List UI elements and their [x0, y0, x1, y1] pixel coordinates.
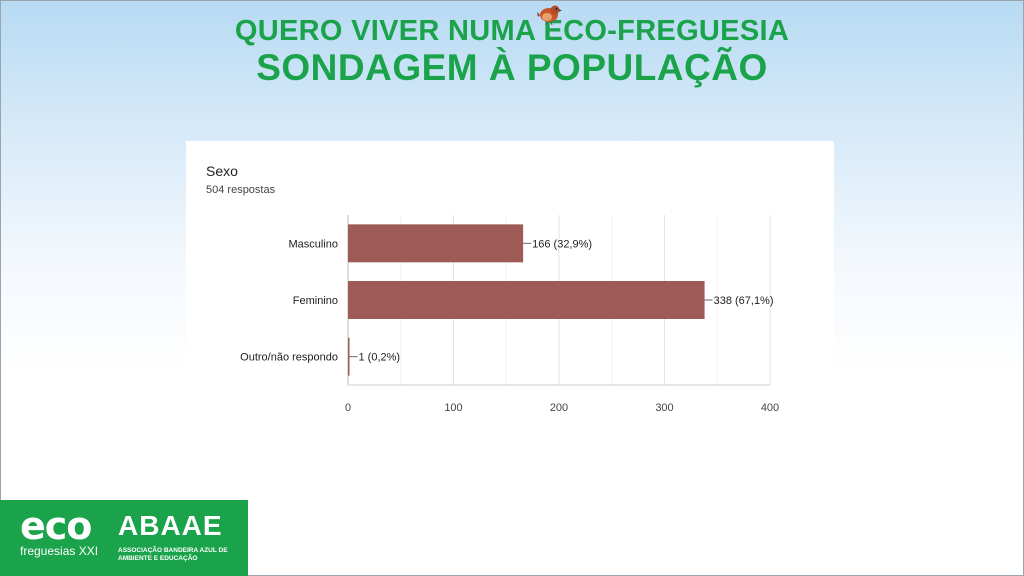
x-tick-label: 300: [655, 402, 673, 411]
abaae-logo-subtext: ASSOCIAÇÃO BANDEIRA AZUL DE AMBIENTE E E…: [118, 547, 228, 562]
x-tick-label: 0: [345, 402, 351, 411]
category-label: Outro/não respondo: [240, 352, 338, 364]
x-tick-label: 100: [444, 402, 462, 411]
slide-title: QUERO VIVER NUMA ECO-FREGUESIA: [234, 15, 790, 47]
eco-logo-text: eco: [20, 504, 92, 548]
chart-card: Sexo 504 respostas 0 100 200 300 400 Masculin…: [186, 141, 834, 411]
response-count: 504 respostas: [206, 184, 276, 196]
x-tick-label: 400: [761, 402, 779, 411]
abaae-logo-text: ABAAE: [118, 510, 223, 541]
x-tick-label: 200: [550, 402, 568, 411]
data-label: 338 (67,1%): [714, 295, 774, 307]
bar-chart: 0 100 200 300 400 Masculino 166 (32,9%) Feminin…: [240, 215, 779, 411]
slide-header: QUERO VIVER NUMA ECO-FREGUESIA SONDAGEM …: [0, 14, 1024, 88]
data-label: 1 (0,2%): [359, 352, 401, 364]
bird-icon: [537, 5, 562, 25]
slide-subtitle: SONDAGEM À POPULAÇÃO: [256, 47, 768, 88]
bar: [348, 224, 524, 263]
logo-footer: eco freguesias XXI ABAAE ASSOCIAÇÃO BAND…: [0, 500, 248, 576]
category-label: Feminino: [293, 295, 338, 307]
data-label: 166 (32,9%): [532, 238, 592, 250]
category-label: Masculino: [288, 238, 338, 250]
eco-logo-subtext: freguesias XXI: [20, 544, 99, 558]
bar: [348, 281, 705, 319]
chart-title: Sexo: [206, 163, 238, 179]
bar: [348, 337, 350, 376]
